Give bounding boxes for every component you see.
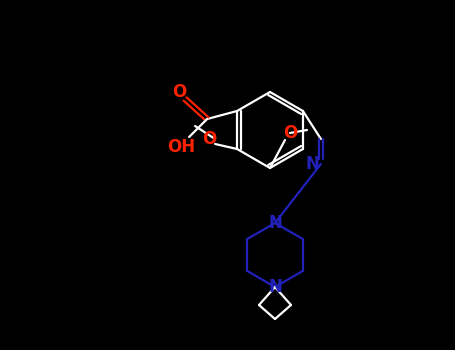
Text: N: N [268, 278, 282, 296]
Text: OH: OH [167, 138, 195, 156]
Text: N: N [306, 155, 320, 173]
Text: O: O [202, 130, 216, 148]
Text: O: O [172, 83, 186, 101]
Text: N: N [268, 214, 282, 232]
Text: O: O [283, 124, 297, 142]
